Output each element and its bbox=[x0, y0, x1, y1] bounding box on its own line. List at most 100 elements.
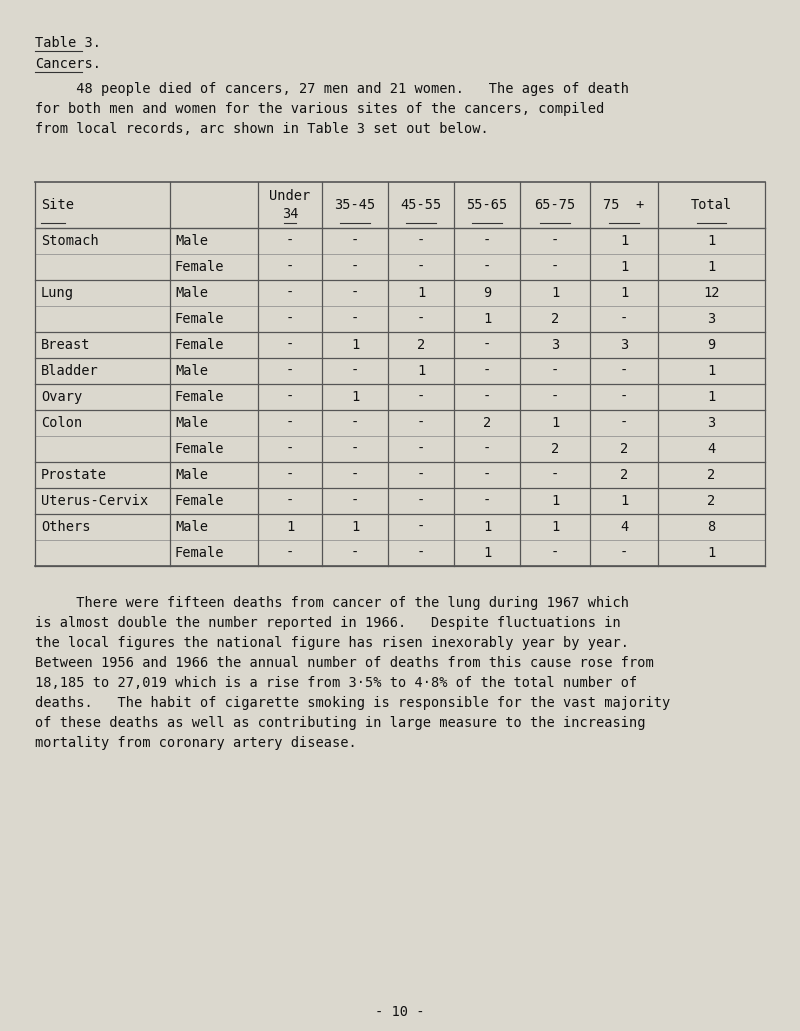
Text: -: - bbox=[351, 468, 359, 483]
Text: -: - bbox=[620, 546, 628, 560]
Text: Others: Others bbox=[41, 520, 90, 534]
Text: 1: 1 bbox=[351, 520, 359, 534]
Text: 1: 1 bbox=[351, 390, 359, 404]
Text: 3: 3 bbox=[551, 338, 559, 352]
Text: Lung: Lung bbox=[41, 286, 74, 300]
Text: -: - bbox=[351, 312, 359, 326]
Text: -: - bbox=[351, 364, 359, 378]
Text: -: - bbox=[417, 260, 425, 274]
Text: Female: Female bbox=[175, 494, 225, 508]
Text: -: - bbox=[286, 390, 294, 404]
Text: Female: Female bbox=[175, 260, 225, 274]
Text: 2: 2 bbox=[707, 468, 716, 483]
Text: -: - bbox=[351, 546, 359, 560]
Text: -: - bbox=[286, 234, 294, 248]
Text: -: - bbox=[417, 520, 425, 534]
Text: 9: 9 bbox=[483, 286, 491, 300]
Text: Female: Female bbox=[175, 546, 225, 560]
Text: Table 3.: Table 3. bbox=[35, 36, 101, 49]
Text: -: - bbox=[483, 494, 491, 508]
Text: Breast: Breast bbox=[41, 338, 90, 352]
Text: -: - bbox=[286, 260, 294, 274]
Text: 35-45: 35-45 bbox=[334, 198, 376, 212]
Text: -: - bbox=[483, 390, 491, 404]
Text: -: - bbox=[551, 468, 559, 483]
Text: Male: Male bbox=[175, 520, 208, 534]
Text: -: - bbox=[551, 260, 559, 274]
Text: -: - bbox=[417, 494, 425, 508]
Text: -: - bbox=[417, 390, 425, 404]
Text: 75  +: 75 + bbox=[603, 198, 645, 212]
Text: Male: Male bbox=[175, 286, 208, 300]
Text: 1: 1 bbox=[483, 520, 491, 534]
Text: 4: 4 bbox=[707, 442, 716, 456]
Text: 3: 3 bbox=[620, 338, 628, 352]
Text: Total: Total bbox=[691, 198, 732, 212]
Text: 1: 1 bbox=[707, 546, 716, 560]
Text: -: - bbox=[286, 286, 294, 300]
Text: 1: 1 bbox=[551, 286, 559, 300]
Text: -: - bbox=[351, 415, 359, 430]
Text: -: - bbox=[417, 442, 425, 456]
Text: Female: Female bbox=[175, 338, 225, 352]
Text: - 10 -: - 10 - bbox=[375, 1005, 425, 1019]
Text: -: - bbox=[551, 364, 559, 378]
Text: 1: 1 bbox=[707, 364, 716, 378]
Text: 2: 2 bbox=[551, 442, 559, 456]
Text: -: - bbox=[351, 260, 359, 274]
Text: 1: 1 bbox=[707, 390, 716, 404]
Text: -: - bbox=[551, 546, 559, 560]
Text: Bladder: Bladder bbox=[41, 364, 98, 378]
Text: 1: 1 bbox=[417, 286, 425, 300]
Text: -: - bbox=[351, 234, 359, 248]
Text: 3: 3 bbox=[707, 312, 716, 326]
Text: 1: 1 bbox=[483, 546, 491, 560]
Text: -: - bbox=[551, 234, 559, 248]
Text: -: - bbox=[417, 234, 425, 248]
Text: -: - bbox=[417, 415, 425, 430]
Text: Under
34: Under 34 bbox=[270, 190, 310, 221]
Text: -: - bbox=[483, 338, 491, 352]
Text: -: - bbox=[286, 312, 294, 326]
Text: 1: 1 bbox=[551, 415, 559, 430]
Text: 1: 1 bbox=[620, 234, 628, 248]
Text: -: - bbox=[417, 546, 425, 560]
Text: 2: 2 bbox=[417, 338, 425, 352]
Text: -: - bbox=[483, 364, 491, 378]
Text: -: - bbox=[417, 468, 425, 483]
Text: 1: 1 bbox=[620, 494, 628, 508]
Text: Male: Male bbox=[175, 364, 208, 378]
Text: There were fifteen deaths from cancer of the lung during 1967 which
is almost do: There were fifteen deaths from cancer of… bbox=[35, 596, 670, 751]
Text: -: - bbox=[417, 312, 425, 326]
Text: Female: Female bbox=[175, 312, 225, 326]
Text: 2: 2 bbox=[483, 415, 491, 430]
Text: 3: 3 bbox=[707, 415, 716, 430]
Text: 65-75: 65-75 bbox=[534, 198, 576, 212]
Text: Cancers.: Cancers. bbox=[35, 57, 101, 71]
Text: -: - bbox=[351, 494, 359, 508]
Text: 55-65: 55-65 bbox=[466, 198, 508, 212]
Text: -: - bbox=[483, 468, 491, 483]
Text: -: - bbox=[351, 442, 359, 456]
Text: Female: Female bbox=[175, 442, 225, 456]
Text: 2: 2 bbox=[551, 312, 559, 326]
Text: -: - bbox=[620, 364, 628, 378]
Text: Male: Male bbox=[175, 468, 208, 483]
Text: 2: 2 bbox=[707, 494, 716, 508]
Text: 1: 1 bbox=[707, 234, 716, 248]
Text: 1: 1 bbox=[620, 286, 628, 300]
Text: 12: 12 bbox=[703, 286, 720, 300]
Text: -: - bbox=[551, 390, 559, 404]
Text: -: - bbox=[286, 442, 294, 456]
Text: Female: Female bbox=[175, 390, 225, 404]
Text: 9: 9 bbox=[707, 338, 716, 352]
Text: 1: 1 bbox=[286, 520, 294, 534]
Text: Stomach: Stomach bbox=[41, 234, 98, 248]
Text: -: - bbox=[286, 415, 294, 430]
Text: 1: 1 bbox=[483, 312, 491, 326]
Text: 1: 1 bbox=[620, 260, 628, 274]
Text: 1: 1 bbox=[351, 338, 359, 352]
Text: 45-55: 45-55 bbox=[400, 198, 442, 212]
Text: 48 people died of cancers, 27 men and 21 women.   The ages of death
for both men: 48 people died of cancers, 27 men and 21… bbox=[35, 82, 629, 136]
Text: Site: Site bbox=[41, 198, 74, 212]
